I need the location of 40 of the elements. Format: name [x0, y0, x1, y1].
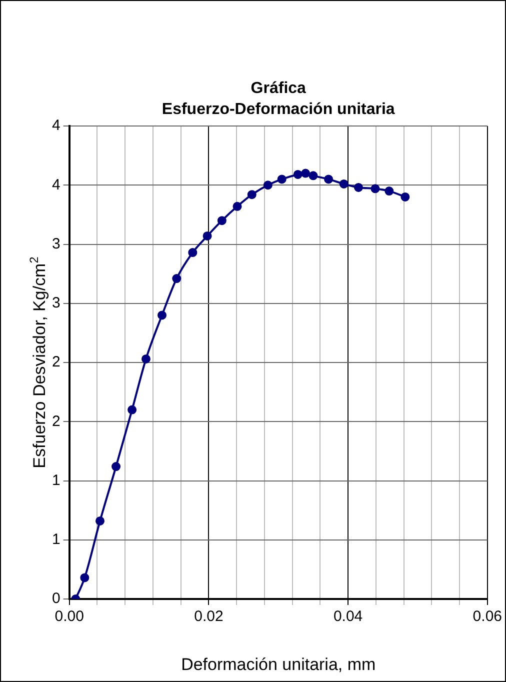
point	[324, 174, 334, 184]
y-tick-label: 2	[52, 412, 60, 430]
y-tick-label: 4	[52, 117, 60, 134]
point	[172, 274, 182, 284]
chart-title: Gráfica	[250, 80, 306, 97]
y-tick-label: 1	[52, 472, 60, 489]
x-tick-label: 0.02	[194, 608, 224, 626]
point	[370, 184, 380, 194]
point	[263, 180, 272, 190]
point	[308, 171, 318, 180]
point	[141, 354, 150, 364]
point	[384, 186, 394, 196]
point	[301, 168, 310, 178]
point	[293, 170, 302, 179]
point	[128, 405, 137, 414]
point	[217, 216, 226, 226]
point	[339, 179, 348, 188]
point	[400, 192, 410, 202]
y-axis-title: Esfuerzo Desviador, Kg/cm2	[27, 256, 49, 468]
point	[158, 310, 167, 320]
point	[112, 462, 121, 472]
point	[277, 174, 286, 184]
x-tick-label: 0.06	[472, 608, 502, 626]
point	[188, 248, 198, 258]
point	[354, 182, 363, 192]
x-tick-label: 0.00	[54, 608, 84, 626]
y-tick-label: 3	[52, 294, 60, 312]
y-tick-label: 0	[52, 590, 60, 608]
chart-subtitle: Esfuerzo-Deformación unitaria	[162, 101, 395, 118]
point	[80, 573, 90, 582]
y-tick-label: 4	[52, 176, 60, 194]
x-axis-title: Deformación unitaria, mm	[181, 655, 376, 674]
y-tick-label: 2	[52, 354, 60, 371]
y-tick-label: 3	[52, 235, 60, 252]
point	[202, 231, 212, 240]
point	[247, 190, 256, 200]
point	[96, 516, 104, 526]
y-tick-label: 1	[52, 531, 60, 548]
point	[232, 202, 242, 211]
x-tick-label: 0.04	[333, 608, 363, 626]
